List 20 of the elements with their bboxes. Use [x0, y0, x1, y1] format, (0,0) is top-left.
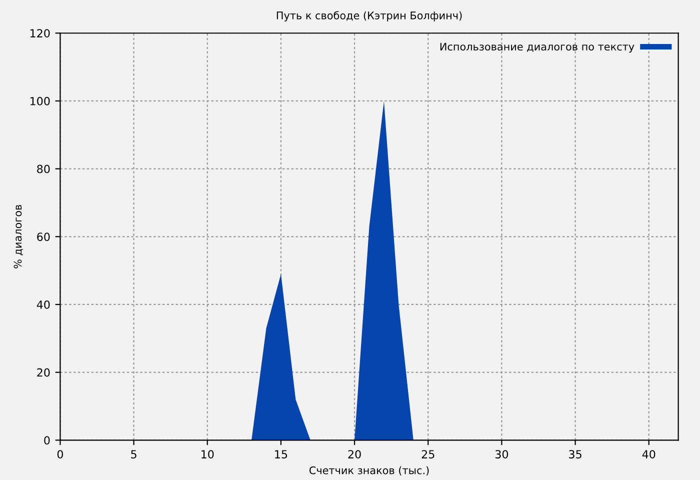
x-tick-label: 20 [348, 450, 361, 458]
y-tick-label: 0 [44, 436, 50, 445]
x-tick-label: 5 [131, 450, 136, 458]
x-tick-label: 25 [422, 450, 434, 458]
x-tick-label: 10 [202, 450, 214, 458]
y-axis-title: % диалогов [14, 204, 23, 268]
legend-label: Использование диалогов по тексту [440, 42, 634, 53]
x-tick-label: 35 [569, 450, 582, 458]
y-tick-label: 80 [37, 164, 50, 174]
y-tick-label: 20 [37, 368, 50, 377]
y-tick-label: 100 [30, 96, 50, 106]
x-tick-label: 15 [275, 450, 288, 458]
x-axis-title: Счетчик знаков (тыс.) [309, 466, 429, 476]
x-tick-label: 0 [57, 450, 63, 458]
x-tick-label: 30 [495, 450, 508, 458]
x-tick-label: 40 [642, 450, 656, 458]
y-tick-label: 40 [36, 300, 50, 309]
y-tick-label: 60 [37, 232, 50, 242]
chart-title: Путь к свободе (Кэтрин Болфинч) [276, 11, 462, 22]
y-tick-label: 120 [30, 29, 50, 38]
